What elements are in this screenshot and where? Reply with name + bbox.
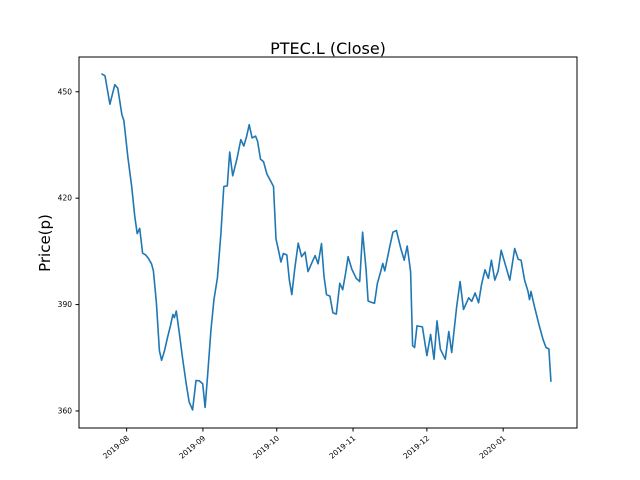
x-tick-label: 2019-12 [401, 433, 431, 460]
y-tick-label: 450 [58, 87, 73, 96]
y-tick-label: 360 [58, 406, 73, 415]
y-tick-label: 420 [58, 194, 73, 203]
y-tick-label: 390 [58, 300, 73, 309]
axes-spines [78, 56, 578, 429]
x-tick-label: 2019-11 [328, 433, 358, 460]
x-tick-label: 2020-01 [478, 433, 508, 460]
price-line [101, 73, 552, 411]
x-tick-label: 2019-08 [101, 433, 131, 460]
x-tick-label: 2019-10 [251, 433, 281, 460]
x-tick-label: 2019-09 [177, 433, 207, 460]
chart-title: PTEC.L (Close) [270, 39, 386, 58]
